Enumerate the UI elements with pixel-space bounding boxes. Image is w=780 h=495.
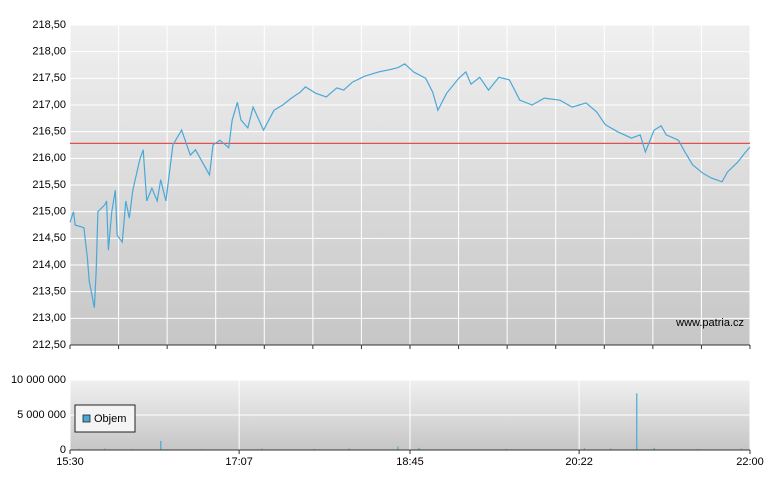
volume-bar [397,446,399,450]
y-tick-label: 213,00 [32,312,66,324]
watermark: www.patria.cz [675,317,744,329]
volume-bar [697,448,699,450]
volume-bar [160,440,162,450]
y-tick-label: 213,50 [32,286,66,298]
y-tick-label: 216,50 [32,126,66,138]
volume-bar [740,448,742,450]
x-tick-label: 17:07 [225,456,253,468]
volume-bar [78,448,80,450]
volume-bar [348,448,350,450]
volume-bar [583,448,586,450]
x-tick-label: 20:22 [565,456,593,468]
legend: Objem [74,404,136,433]
y-tick-label: 212,50 [32,339,66,351]
y-tick-label: 5 000 000 [17,409,66,421]
y-tick-label: 10 000 000 [11,374,66,386]
x-tick-label: 18:45 [396,456,424,468]
y-tick-label: 215,50 [32,179,66,191]
volume-bar [610,448,612,450]
legend-label: Objem [94,413,126,425]
volume-bar [636,393,638,450]
price-line [69,63,751,308]
y-tick-label: 218,00 [32,46,66,58]
legend-swatch [82,414,91,423]
y-tick-label: 216,00 [32,152,66,164]
volume-bar [313,448,315,450]
x-tick-label: 15:30 [56,456,84,468]
y-tick-label: 215,00 [32,206,66,218]
y-tick-label: 214,50 [32,232,66,244]
volume-bar [505,448,507,450]
y-tick-label: 217,50 [32,72,66,84]
volume-bar [653,447,655,450]
y-tick-label: 214,00 [32,259,66,271]
x-tick-label: 22:00 [736,456,764,468]
y-tick-label: 217,00 [32,99,66,111]
y-tick-label: 218,50 [32,19,66,31]
y-tick-label: 0 [60,444,66,456]
volume-bar [104,448,106,450]
volume-bar [418,447,420,450]
volume-bar [261,448,263,450]
